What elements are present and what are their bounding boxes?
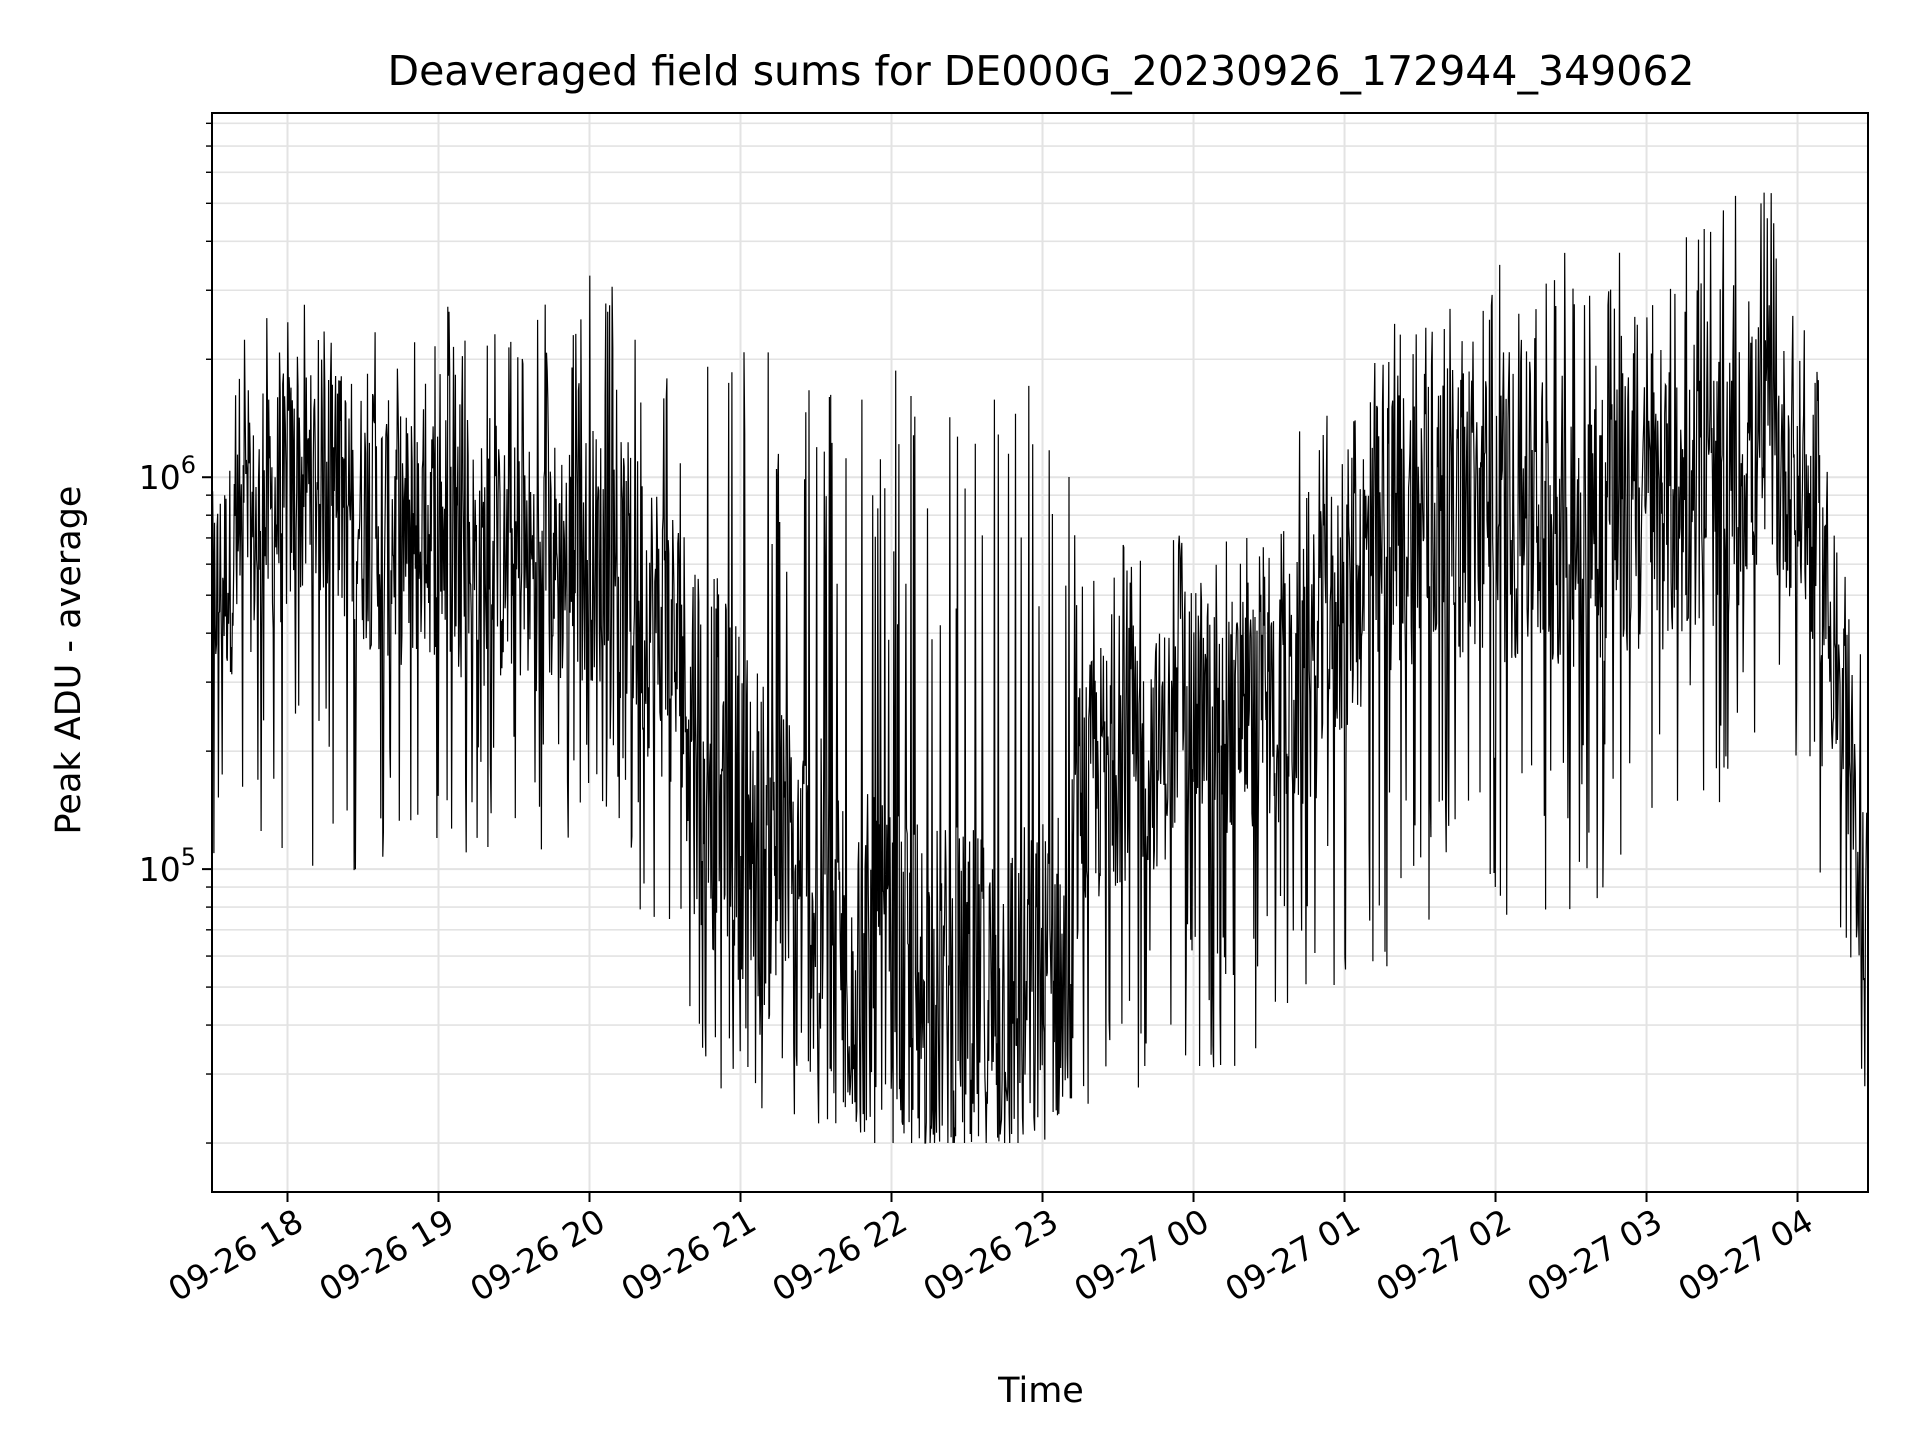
y-tick-label: 105 [139,843,196,889]
series-line [211,192,1869,1144]
chart-title: Deaveraged field sums for DE000G_2023092… [388,47,1695,95]
y-axis-title: Peak ADU - average [49,486,89,835]
grid [212,113,1868,1192]
plot-frame [211,112,1869,1193]
data-series [211,192,1869,1144]
y-tick-label: 106 [139,451,196,497]
x-axis-title: Time [997,1371,1084,1411]
